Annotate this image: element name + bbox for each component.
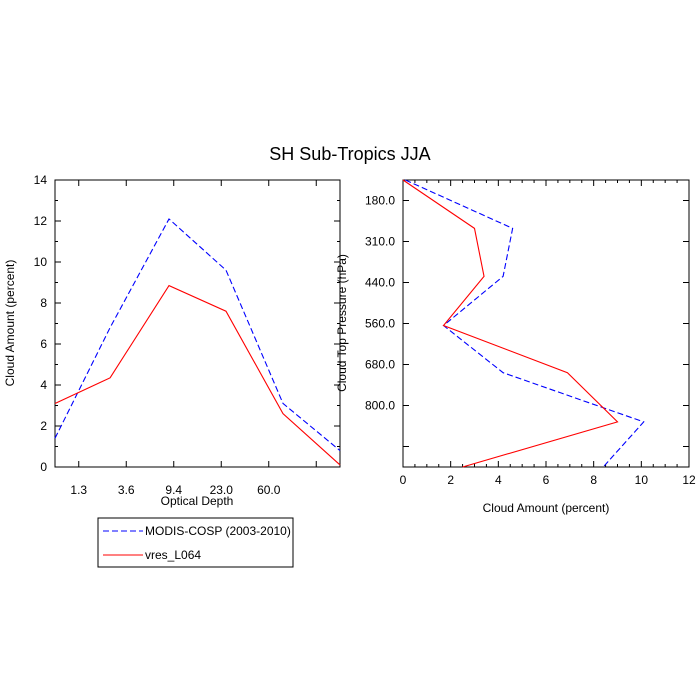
right-y-tick-label: 680.0 <box>365 358 395 372</box>
legend-label-model: vres_L064 <box>145 548 201 562</box>
left-y-tick-label: 4 <box>40 378 47 392</box>
right-ticks: 0 2 4 6 8 10 12 180.0 310.0 440.0 560.0 680.0 800.0 <box>365 180 696 487</box>
left-y-tick-label: 2 <box>40 419 47 433</box>
right-y-tick-label: 180.0 <box>365 194 395 208</box>
left-panel: 0 2 4 6 8 10 12 14 1.3 3.6 9.4 23.0 60.0 Optical Dep… <box>3 173 341 508</box>
right-x-tick-label: 4 <box>495 473 502 487</box>
left-y-tick-label: 0 <box>40 460 47 474</box>
right-x-tick-label: 6 <box>543 473 550 487</box>
left-y-tick-label: 12 <box>34 214 48 228</box>
left-x-tick-label: 3.6 <box>118 483 135 497</box>
chart-title: SH Sub-Tropics JJA <box>269 144 430 164</box>
right-x-tick-label: 12 <box>682 473 696 487</box>
left-series-model-line <box>54 284 341 466</box>
left-y-tick-label: 6 <box>40 337 47 351</box>
right-x-tick-label: 2 <box>447 473 454 487</box>
right-x-tick-label: 0 <box>400 473 407 487</box>
legend: MODIS-COSP (2003-2010) vres_L064 <box>97 517 294 568</box>
left-y-tick-label: 8 <box>40 296 47 310</box>
left-series <box>54 218 341 466</box>
left-y-axis-title: Cloud Amount (percent) <box>3 260 17 387</box>
right-y-tick-label: 440.0 <box>365 276 395 290</box>
left-x-tick-label: 1.3 <box>70 483 87 497</box>
right-y-axis-title: Cloud Top Pressure (hPa) <box>335 254 349 392</box>
right-series <box>402 179 645 468</box>
left-series-reference-line <box>54 218 341 452</box>
left-y-tick-label: 10 <box>34 255 48 269</box>
left-ticks: 0 2 4 6 8 10 12 14 1.3 3.6 9.4 23.0 60.0 <box>34 173 340 497</box>
left-x-tick-label: 60.0 <box>257 483 281 497</box>
legend-box <box>97 517 294 568</box>
left-x-tick-label: 9.4 <box>165 483 182 497</box>
left-x-tick-label: 23.0 <box>210 483 234 497</box>
right-x-axis-title: Cloud Amount (percent) <box>483 501 610 515</box>
right-panel: 0 2 4 6 8 10 12180.0310.0440.0560.0680.0800.0 … <box>335 179 696 515</box>
right-x-tick-label: 10 <box>635 473 649 487</box>
right-x-tick-label: 8 <box>590 473 597 487</box>
right-y-tick-label: 310.0 <box>365 235 395 249</box>
right-series-model-line <box>402 179 619 468</box>
left-x-axis-title: Optical Depth <box>161 494 234 508</box>
left-y-tick-label: 14 <box>34 173 48 187</box>
right-y-tick-label: 560.0 <box>365 317 395 331</box>
legend-label-reference: MODIS-COSP (2003-2010) <box>145 524 291 538</box>
right-y-tick-label: 800.0 <box>365 399 395 413</box>
